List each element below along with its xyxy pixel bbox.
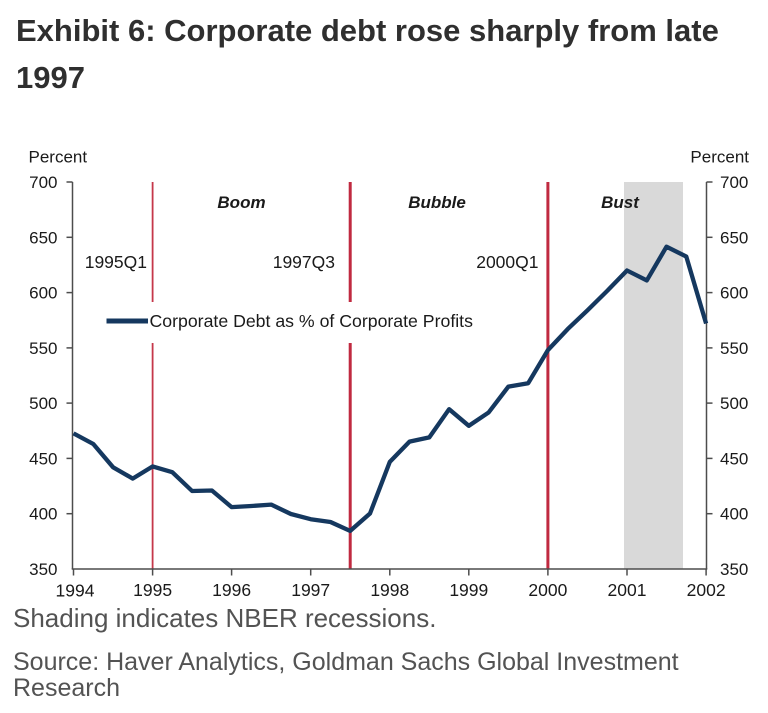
svg-text:1997: 1997 <box>291 580 330 600</box>
svg-text:400: 400 <box>720 505 748 524</box>
svg-text:Percent: Percent <box>690 148 749 167</box>
svg-text:Boom: Boom <box>217 193 265 212</box>
svg-text:650: 650 <box>720 228 748 247</box>
svg-text:Bubble: Bubble <box>408 193 466 212</box>
svg-text:2002: 2002 <box>687 580 726 600</box>
svg-text:700: 700 <box>720 173 748 192</box>
svg-text:500: 500 <box>29 394 57 413</box>
svg-text:350: 350 <box>29 560 57 579</box>
svg-text:1995: 1995 <box>133 580 172 600</box>
svg-text:Percent: Percent <box>29 148 88 167</box>
svg-text:2000Q1: 2000Q1 <box>476 252 538 272</box>
svg-text:1996: 1996 <box>212 580 251 600</box>
svg-text:2000: 2000 <box>528 580 567 600</box>
svg-text:Corporate Debt as % of Corpora: Corporate Debt as % of Corporate Profits <box>150 311 474 331</box>
svg-text:600: 600 <box>720 284 748 303</box>
svg-text:1999: 1999 <box>449 580 488 600</box>
svg-text:550: 550 <box>29 339 57 358</box>
svg-text:1994: 1994 <box>56 581 95 601</box>
svg-text:1997Q3: 1997Q3 <box>273 252 335 272</box>
svg-text:650: 650 <box>29 228 57 247</box>
svg-text:500: 500 <box>720 394 748 413</box>
svg-text:350: 350 <box>720 560 748 579</box>
svg-text:400: 400 <box>29 505 57 524</box>
svg-text:700: 700 <box>29 173 57 192</box>
svg-text:550: 550 <box>720 339 748 358</box>
svg-text:450: 450 <box>29 449 57 468</box>
svg-text:1998: 1998 <box>370 580 409 600</box>
svg-text:2001: 2001 <box>608 580 647 600</box>
svg-text:450: 450 <box>720 449 748 468</box>
svg-text:600: 600 <box>29 284 57 303</box>
svg-text:Bust: Bust <box>601 193 640 212</box>
svg-text:1995Q1: 1995Q1 <box>85 252 147 272</box>
